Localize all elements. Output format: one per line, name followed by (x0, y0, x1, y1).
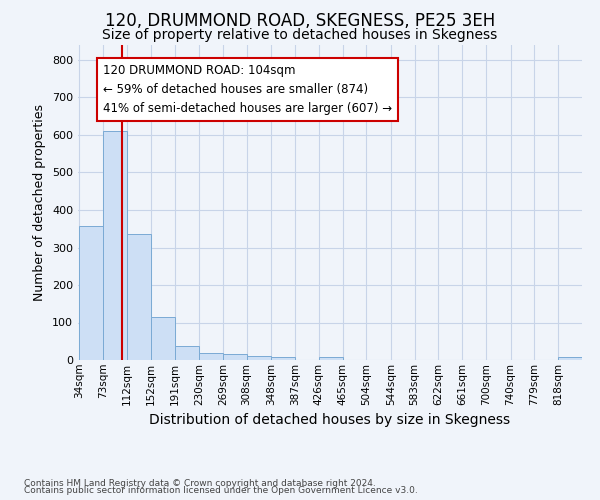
Bar (247, 356, 271, 360)
Text: Size of property relative to detached houses in Skegness: Size of property relative to detached ho… (103, 28, 497, 42)
Bar (175, 346, 199, 360)
Bar (223, 354, 247, 360)
Y-axis label: Number of detached properties: Number of detached properties (34, 104, 46, 301)
Bar (151, 318, 175, 360)
Bar (127, 234, 151, 360)
Bar (103, 131, 127, 360)
Bar (319, 357, 343, 360)
Bar (199, 352, 223, 360)
Bar (271, 357, 295, 360)
Bar (558, 357, 582, 360)
X-axis label: Distribution of detached houses by size in Skegness: Distribution of detached houses by size … (149, 413, 511, 427)
Text: Contains public sector information licensed under the Open Government Licence v3: Contains public sector information licen… (24, 486, 418, 495)
Text: 120, DRUMMOND ROAD, SKEGNESS, PE25 3EH: 120, DRUMMOND ROAD, SKEGNESS, PE25 3EH (105, 12, 495, 30)
Text: Contains HM Land Registry data © Crown copyright and database right 2024.: Contains HM Land Registry data © Crown c… (24, 478, 376, 488)
Bar (79, 226, 103, 360)
Text: 120 DRUMMOND ROAD: 104sqm
← 59% of detached houses are smaller (874)
41% of semi: 120 DRUMMOND ROAD: 104sqm ← 59% of detac… (103, 64, 392, 114)
